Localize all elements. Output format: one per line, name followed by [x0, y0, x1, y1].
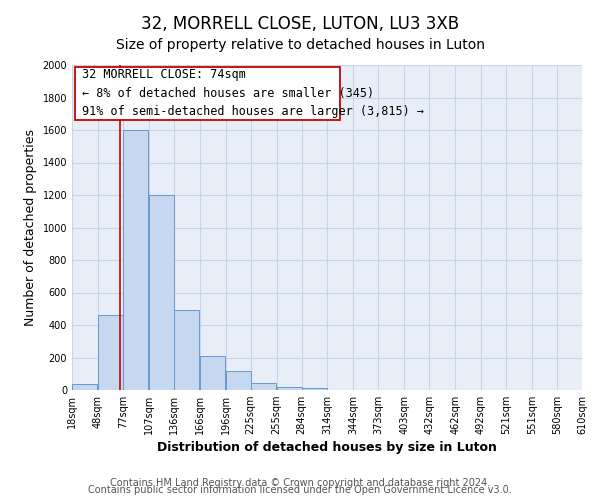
X-axis label: Distribution of detached houses by size in Luton: Distribution of detached houses by size …	[157, 442, 497, 454]
Y-axis label: Number of detached properties: Number of detached properties	[24, 129, 37, 326]
Text: Size of property relative to detached houses in Luton: Size of property relative to detached ho…	[115, 38, 485, 52]
Bar	[200, 356, 225, 390]
Bar	[174, 310, 199, 390]
Bar	[98, 316, 123, 390]
Bar	[302, 388, 326, 390]
Bar	[149, 195, 174, 390]
Text: 32, MORRELL CLOSE, LUTON, LU3 3XB: 32, MORRELL CLOSE, LUTON, LU3 3XB	[141, 15, 459, 33]
Bar	[251, 382, 275, 390]
Text: Contains public sector information licensed under the Open Government Licence v3: Contains public sector information licen…	[88, 485, 512, 495]
Bar	[72, 384, 97, 390]
Bar	[123, 130, 148, 390]
Text: Contains HM Land Registry data © Crown copyright and database right 2024.: Contains HM Land Registry data © Crown c…	[110, 478, 490, 488]
Bar	[226, 372, 251, 390]
Text: 32 MORRELL CLOSE: 74sqm
← 8% of detached houses are smaller (345)
91% of semi-de: 32 MORRELL CLOSE: 74sqm ← 8% of detached…	[82, 68, 424, 118]
Bar	[277, 387, 302, 390]
FancyBboxPatch shape	[74, 66, 340, 120]
